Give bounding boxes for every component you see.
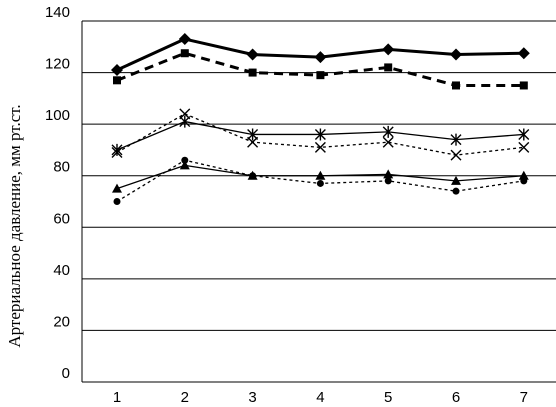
series-4-point-3 [247,136,259,148]
series-6-point-4 [316,179,324,187]
series-3-point-6 [450,133,462,146]
series-group [111,33,530,205]
series-1-point-7 [517,47,530,60]
x-tick-4: 4 [316,389,324,406]
y-tick-120: 120 [45,56,70,73]
series-4 [111,108,530,161]
series-3 [111,115,530,156]
series-1-point-6 [450,48,462,61]
series-6-point-5 [384,177,392,185]
series-2-point-7 [519,81,528,90]
y-tick-0: 0 [62,365,70,382]
series-1-point-2 [178,33,191,46]
x-tick-5: 5 [384,389,392,406]
series-4-point-1 [111,147,123,159]
x-tick-2: 2 [181,389,189,406]
series-4-point-5 [382,136,394,148]
y-tick-labels: 0 20 40 60 80 100 120 140 [45,4,70,382]
x-tick-6: 6 [452,389,460,406]
y-tick-80: 80 [53,159,70,176]
series-2-point-2 [180,49,189,58]
axes [81,21,556,383]
series-5-point-7 [518,170,529,180]
series-2-point-5 [384,63,393,72]
y-tick-40: 40 [53,262,70,279]
series-5-point-2 [179,160,190,170]
series-4-point-2 [179,108,191,120]
series-2-point-4 [316,71,325,80]
series-6-point-1 [113,198,121,205]
series-3-point-7 [518,128,530,141]
series-1 [111,33,530,76]
series-6-point-3 [249,172,257,180]
y-tick-20: 20 [53,313,70,330]
x-tick-1: 1 [113,389,121,406]
series-6-point-7 [520,177,528,185]
series-5-point-4 [315,170,326,180]
series-4-point-6 [450,149,462,161]
series-3-point-1 [111,143,123,156]
series-2-point-1 [113,76,121,85]
series-5-point-1 [112,183,122,193]
series-4-point-4 [314,141,326,153]
x-tick-3: 3 [248,389,256,406]
y-tick-140: 140 [45,4,70,21]
series-2-point-6 [452,81,460,90]
series-5-point-5 [383,169,394,179]
series-3-point-2 [179,115,191,128]
x-tick-labels: 1 2 3 4 5 6 7 [113,389,528,406]
y-tick-100: 100 [45,107,70,124]
y-tick-60: 60 [53,210,70,227]
y-axis-label: Артериальное давление, мм рт.ст. [5,104,24,347]
series-2 [113,49,528,90]
series-5-point-6 [451,175,461,185]
series-1-point-4 [314,51,327,64]
series-6 [113,156,528,205]
series-3-point-5 [382,125,394,138]
series-6-point-6 [452,187,460,195]
series-2-point-3 [248,68,257,77]
series-4-point-7 [518,141,530,153]
x-tick-7: 7 [520,389,528,406]
series-3-point-3 [247,128,259,141]
series-1-point-1 [111,63,123,76]
series-3-point-4 [314,128,326,141]
series-1-point-5 [382,43,395,56]
series-1-point-3 [246,48,259,61]
series-5 [112,160,529,193]
series-6-point-2 [181,156,189,164]
